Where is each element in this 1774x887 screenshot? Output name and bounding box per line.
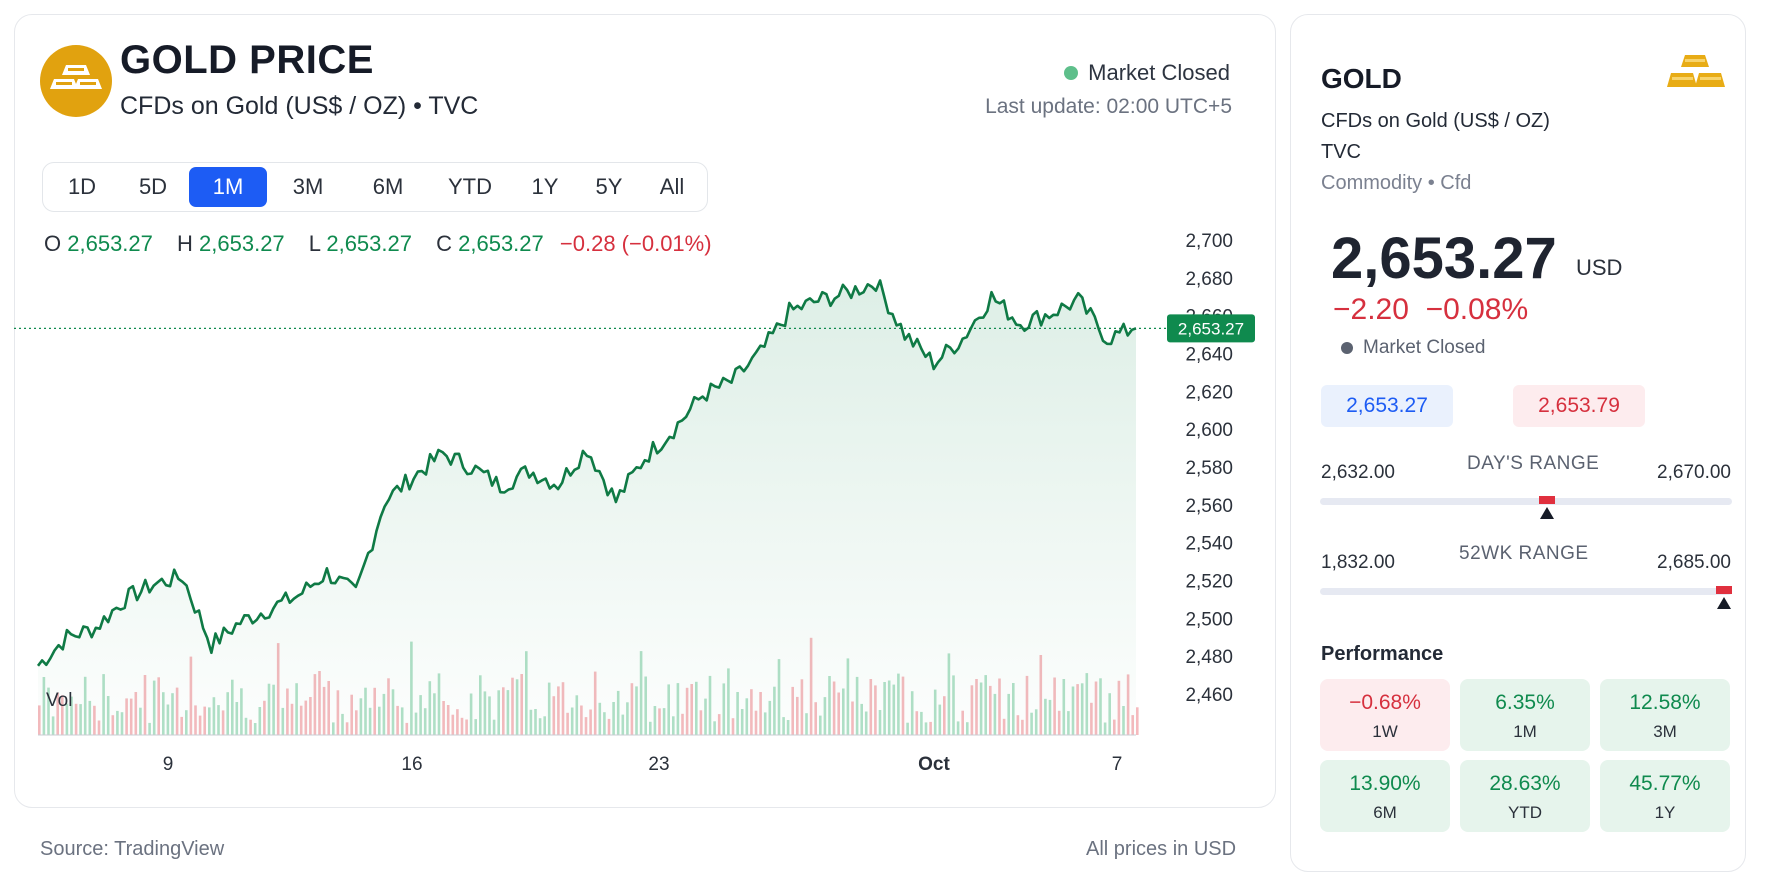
performance-grid: −0.68% 1W 6.35% 1M 12.58% 3M 13.90% 6M 28.63… (1320, 679, 1730, 832)
price-change: −2.20 −0.08% (1333, 293, 1529, 326)
gold-bars-icon (40, 45, 112, 117)
perf-cell-1m: 6.35% 1M (1460, 679, 1590, 751)
price-area (38, 280, 1136, 735)
quote-exchange: TVC (1321, 141, 1361, 163)
perf-value: 45.77% (1629, 772, 1701, 795)
y-tick-label: 2,580 (1185, 458, 1233, 479)
close-label: C (436, 231, 452, 256)
perf-period: 1W (1372, 722, 1398, 741)
quote-status-label: Market Closed (1363, 337, 1486, 358)
last-price-tag-label: 2,653.27 (1178, 319, 1244, 338)
y-tick-label: 2,600 (1185, 420, 1233, 441)
last-price-tag (1167, 314, 1255, 343)
quote-title: GOLD (1321, 63, 1402, 94)
tab-all[interactable]: All (659, 174, 685, 199)
bid-price: 2,653.27 (1321, 385, 1453, 427)
y-tick-label: 2,620 (1185, 382, 1233, 403)
perf-cell-6m: 13.90% 6M (1320, 760, 1450, 832)
y-tick-label: 2,680 (1185, 269, 1233, 290)
x-tick-label: 16 (401, 754, 422, 775)
perf-period: 1Y (1654, 803, 1676, 822)
last-update: Last update: 02:00 UTC+5 (985, 95, 1232, 118)
high-value: 2,653.27 (199, 231, 285, 256)
days-range-pointer-icon (1539, 507, 1554, 519)
perf-cell-1w: −0.68% 1W (1320, 679, 1450, 751)
market-status-label: Market Closed (1088, 60, 1230, 85)
days-range-bar (1320, 496, 1732, 519)
days-range-title: DAY'S RANGE (1467, 453, 1600, 474)
y-tick-label: 2,480 (1185, 647, 1233, 668)
quote-card: GOLD CFDs on Gold (US$ / OZ) TVC Commodi… (1290, 14, 1746, 872)
close-value: 2,653.27 (458, 231, 544, 256)
tab-1m[interactable]: 1M (189, 167, 267, 207)
perf-value: −0.68% (1349, 691, 1421, 714)
tab-3m[interactable]: 3M (292, 174, 324, 199)
tab-1d[interactable]: 1D (67, 174, 97, 199)
52wk-range-high: 2,685.00 (1657, 552, 1731, 573)
y-tick-label: 2,700 (1185, 231, 1233, 252)
open-label: O (44, 231, 62, 256)
perf-cell-1y: 45.77% 1Y (1600, 760, 1730, 832)
perf-cell-3m: 12.58% 3M (1600, 679, 1730, 751)
current-price: 2,653.27 (1331, 226, 1557, 291)
perf-cell-ytd: 28.63% YTD (1460, 760, 1590, 832)
perf-value: 6.35% (1495, 691, 1555, 714)
days-range-marker (1538, 496, 1555, 504)
status-dot-icon (1341, 342, 1353, 354)
ask-price: 2,653.79 (1513, 385, 1645, 427)
perf-period: 3M (1653, 722, 1677, 741)
tab-5y[interactable]: 5Y (595, 174, 623, 199)
market-status: Market Closed (1064, 60, 1230, 86)
quote-market-status: Market Closed (1341, 337, 1486, 359)
units-note: All prices in USD (1086, 838, 1237, 860)
days-range-high: 2,670.00 (1657, 462, 1731, 483)
52wk-range-title: 52WK RANGE (1459, 543, 1589, 564)
52wk-range-bar (1320, 586, 1732, 609)
perf-period: 6M (1373, 803, 1397, 822)
price-currency: USD (1576, 255, 1623, 280)
perf-value: 12.58% (1629, 691, 1701, 714)
low-value: 2,653.27 (326, 231, 412, 256)
perf-value: 13.90% (1349, 772, 1421, 795)
52wk-range-marker (1715, 586, 1732, 594)
y-tick-label: 2,560 (1185, 496, 1233, 517)
volume-label: Vol (46, 690, 72, 711)
tab-1y[interactable]: 1Y (531, 174, 559, 199)
x-tick-label: 7 (1112, 754, 1123, 775)
days-range-low: 2,632.00 (1321, 462, 1395, 483)
change-value: −0.28 (−0.01%) (559, 231, 712, 256)
page-title: GOLD PRICE (120, 38, 374, 82)
x-tick-label: Oct (918, 754, 950, 775)
open-value: 2,653.27 (67, 231, 153, 256)
tab-5d[interactable]: 5D (138, 174, 168, 199)
volume-bar (1136, 707, 1139, 735)
timeframe-tabs: 1D 5D 1M 3M 6M YTD 1Y 5Y All (42, 162, 708, 212)
price-line (36, 279, 1137, 667)
y-tick-label: 2,540 (1185, 534, 1233, 555)
perf-period: 1M (1513, 722, 1537, 741)
high-label: H (177, 231, 193, 256)
quote-category: Commodity • Cfd (1321, 172, 1472, 194)
y-tick-label: 2,640 (1185, 345, 1233, 366)
performance-title: Performance (1321, 643, 1444, 665)
gold-bars-icon (1667, 53, 1727, 100)
tab-6m[interactable]: 6M (372, 174, 404, 199)
low-label: L (308, 231, 321, 256)
x-tick-label: 23 (648, 754, 669, 775)
tab-ytd[interactable]: YTD (448, 174, 492, 199)
status-dot-icon (1064, 66, 1079, 80)
price-chart[interactable]: 2,7002,6802,6602,6402,6202,6002,5802,560… (0, 0, 1280, 800)
y-tick-label: 2,520 (1185, 572, 1233, 593)
52wk-range-low: 1,832.00 (1321, 552, 1395, 573)
quote-subtitle: CFDs on Gold (US$ / OZ) (1321, 110, 1550, 132)
perf-period: YTD (1508, 803, 1542, 822)
source-note: Source: TradingView (40, 838, 225, 860)
page-subtitle: CFDs on Gold (US$ / OZ) • TVC (120, 92, 479, 120)
ohlc-readout: O 2,653.27 H 2,653.27 L 2,653.27 C 2,653… (44, 231, 712, 257)
y-tick-label: 2,460 (1185, 685, 1233, 706)
perf-value: 28.63% (1489, 772, 1561, 795)
52wk-range-pointer-icon (1716, 597, 1731, 609)
x-tick-label: 9 (163, 754, 174, 775)
y-tick-label: 2,500 (1185, 609, 1233, 630)
